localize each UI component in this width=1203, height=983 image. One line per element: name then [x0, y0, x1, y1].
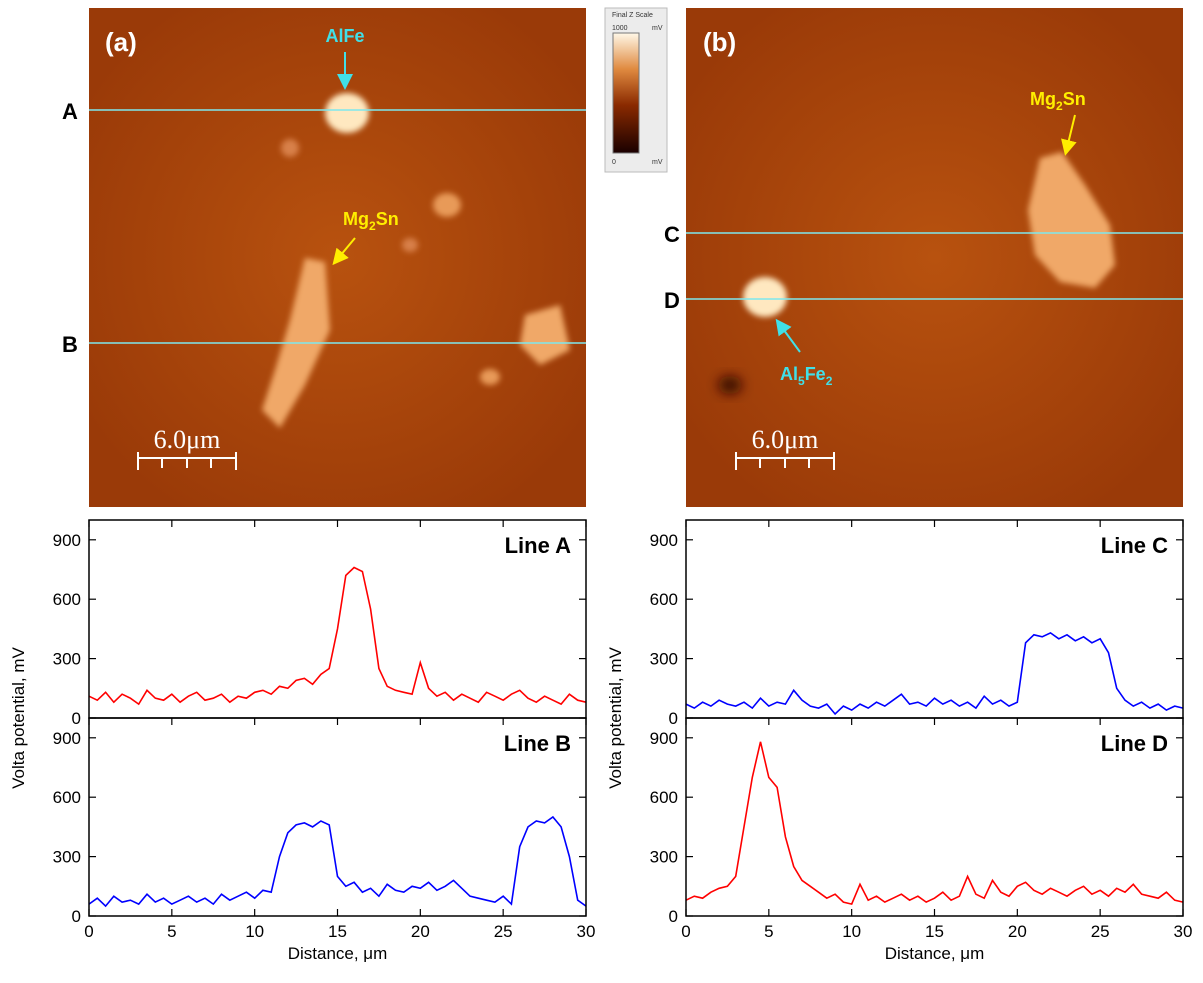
- scale-bar: [612, 32, 640, 154]
- y-axis-label: Volta potential, mV: [9, 646, 28, 788]
- text: Fe: [805, 364, 826, 384]
- particle: [281, 139, 299, 157]
- scale-bar: [735, 452, 835, 470]
- scale-unit: mV: [652, 25, 663, 32]
- y-tick-label: 900: [53, 531, 81, 550]
- x-tick-label: 25: [1091, 922, 1110, 941]
- data-line: [88, 566, 587, 706]
- x-tick-label: 20: [411, 922, 430, 941]
- phase-label: Mg2Sn: [343, 209, 399, 233]
- arrow: [332, 237, 356, 266]
- phase-label: Al5Fe2: [780, 364, 833, 388]
- y-tick-label: 600: [53, 788, 81, 807]
- panel-label: (b): [703, 27, 736, 57]
- x-tick-label: 5: [167, 922, 176, 941]
- line-label: B: [62, 332, 78, 357]
- x-tick-label: 20: [1008, 922, 1027, 941]
- chart-title: Line B: [504, 731, 571, 756]
- line-label: C: [664, 222, 680, 247]
- line-label: A: [62, 99, 78, 124]
- y-tick-label: 0: [669, 709, 678, 728]
- arrow: [1061, 114, 1077, 156]
- text: Mg: [343, 209, 369, 229]
- y-tick-label: 900: [53, 729, 81, 748]
- y-tick-label: 300: [650, 848, 678, 867]
- particle: [433, 193, 461, 217]
- x-tick-label: 5: [764, 922, 773, 941]
- x-tick-label: 10: [245, 922, 264, 941]
- pit: [718, 376, 742, 394]
- particle: [402, 238, 418, 252]
- panel-label: (a): [105, 27, 137, 57]
- chart-title: Line D: [1101, 731, 1168, 756]
- text: Sn: [376, 209, 399, 229]
- scale-title: Final Z Scale: [612, 12, 653, 19]
- x-tick-label: 25: [494, 922, 513, 941]
- y-tick-label: 600: [53, 590, 81, 609]
- line-label: D: [664, 288, 680, 313]
- y-tick-label: 300: [53, 650, 81, 669]
- x-tick-label: 15: [328, 922, 347, 941]
- image-b: C D (b) Mg2Sn Al5Fe2 6.0μm: [664, 8, 1183, 507]
- y-tick-label: 900: [650, 729, 678, 748]
- y-tick-label: 900: [650, 531, 678, 550]
- scale-bar: [137, 452, 237, 470]
- x-tick-label: 30: [577, 922, 596, 941]
- x-tick-label: 0: [84, 922, 93, 941]
- y-tick-label: 300: [53, 848, 81, 867]
- x-tick-label: 10: [842, 922, 861, 941]
- text: 2: [1056, 99, 1063, 113]
- scale-min: 0: [612, 159, 616, 166]
- data-line: [88, 815, 587, 908]
- particle: [743, 277, 787, 317]
- y-tick-label: 0: [669, 907, 678, 926]
- chart-title: Line C: [1101, 533, 1168, 558]
- x-tick-label: 30: [1174, 922, 1193, 941]
- y-tick-label: 300: [650, 650, 678, 669]
- y-tick-label: 0: [72, 907, 81, 926]
- text: 2: [369, 219, 376, 233]
- particle: [480, 369, 500, 385]
- y-tick-label: 600: [650, 590, 678, 609]
- scale-unit: mV: [652, 159, 663, 166]
- y-axis-label: Volta potential, mV: [606, 646, 625, 788]
- scale-max: 1000: [612, 25, 628, 32]
- text: Al: [780, 364, 798, 384]
- text: 5: [798, 374, 805, 388]
- scale-bar-label: 6.0μm: [752, 425, 819, 454]
- text: 2: [826, 374, 833, 388]
- y-tick-label: 0: [72, 709, 81, 728]
- particle: [520, 305, 570, 365]
- data-line: [685, 631, 1184, 716]
- particle: [325, 93, 369, 133]
- x-axis-label: Distance, μm: [288, 944, 388, 963]
- data-line: [685, 741, 1184, 906]
- x-tick-label: 15: [925, 922, 944, 941]
- text: Sn: [1063, 89, 1086, 109]
- text: Mg: [1030, 89, 1056, 109]
- image-a: A B (a) AlFe Mg2Sn 6.0μm: [62, 8, 586, 507]
- arrow: [775, 318, 801, 353]
- phase-label: Mg2Sn: [1030, 89, 1086, 113]
- phase-label: AlFe: [325, 26, 364, 46]
- x-axis-label: Distance, μm: [885, 944, 985, 963]
- y-tick-label: 600: [650, 788, 678, 807]
- chart-title: Line A: [505, 533, 572, 558]
- x-tick-label: 0: [681, 922, 690, 941]
- scale-bar-label: 6.0μm: [154, 425, 221, 454]
- color-scale: Final Z Scale 1000 mV 0 mV: [604, 7, 668, 173]
- particle: [1028, 152, 1115, 288]
